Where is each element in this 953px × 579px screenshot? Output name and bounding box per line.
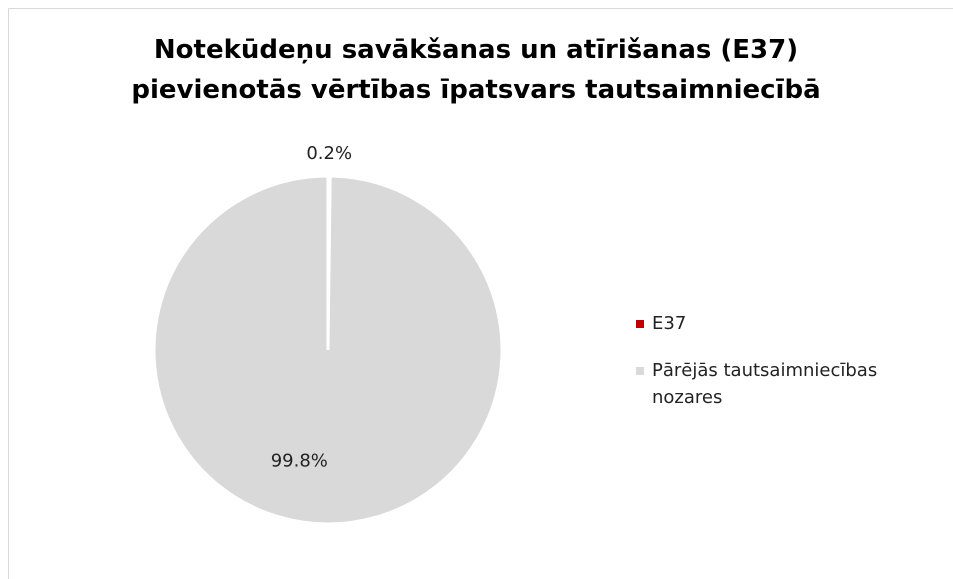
data-label: 0.2%: [306, 143, 352, 164]
legend-swatch: [636, 367, 644, 375]
pie-slice: [152, 174, 504, 526]
data-label: 99.8%: [271, 450, 328, 471]
legend-label: Pārējās tautsaimniecības nozares: [652, 360, 878, 408]
legend-label: E37: [652, 313, 687, 334]
legend-swatch: [636, 320, 644, 328]
chart-title: Notekūdeņu savākšanas un atīrišanas (E37…: [131, 35, 821, 105]
